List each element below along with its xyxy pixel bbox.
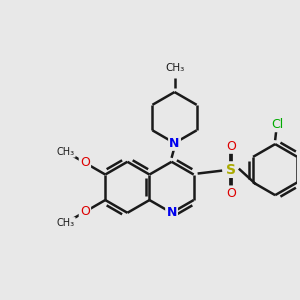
- Text: O: O: [226, 140, 236, 153]
- Text: O: O: [80, 156, 90, 169]
- Text: N: N: [169, 136, 180, 150]
- Text: O: O: [80, 205, 90, 218]
- Text: CH₃: CH₃: [57, 147, 75, 157]
- Text: CH₃: CH₃: [57, 218, 75, 228]
- Text: O: O: [226, 187, 236, 200]
- Text: S: S: [226, 163, 236, 177]
- Text: CH₃: CH₃: [165, 62, 184, 73]
- Text: N: N: [167, 206, 177, 219]
- Text: Cl: Cl: [271, 118, 283, 131]
